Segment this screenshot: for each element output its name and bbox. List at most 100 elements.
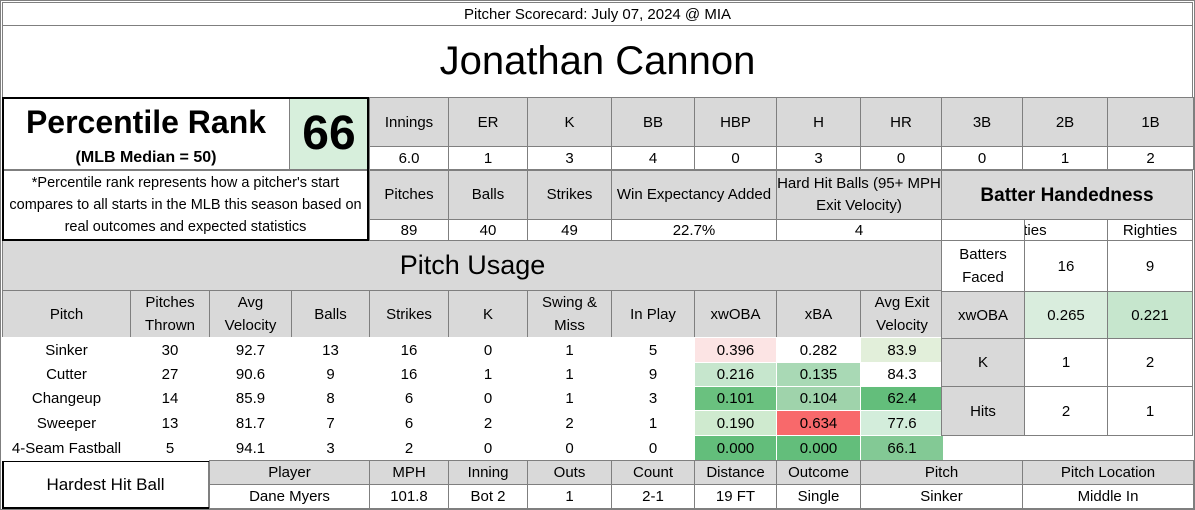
usage-cell: 0.000 [776,435,861,461]
usage-header: Strikes [369,290,449,338]
hardest-hit-value: Dane Myers [209,484,370,509]
hardest-hit-header: Pitch Location [1022,460,1194,485]
usage-cell: 77.6 [860,410,944,436]
handedness-lefties: 1 [1024,338,1108,387]
handedness-righties: 0.221 [1107,291,1193,339]
scorecard-header: Pitcher Scorecard: July 07, 2024 @ MIA [2,2,1193,26]
usage-cell: Cutter [2,362,131,387]
percentile-title: Percentile Rank [2,97,290,147]
hardest-hit-value: 101.8 [369,484,449,509]
usage-header: Avg Velocity [209,290,292,338]
usage-cell: 0.396 [694,337,777,363]
pitcher-name: Jonathan Cannon [2,25,1193,98]
line-stat-value: 0 [694,146,777,170]
usage-header: Swing & Miss [527,290,612,338]
usage-cell: 4-Seam Fastball [2,435,131,461]
handedness-righties: 1 [1107,386,1193,436]
pitch-summary-header: Strikes [527,170,612,220]
line-stat-header: Innings [369,97,449,147]
pitch-summary-header: Balls [448,170,528,220]
usage-header: Pitches Thrown [130,290,210,338]
usage-cell: 1 [611,410,695,436]
hardest-hit-header: Outs [527,460,612,485]
line-stat-value: 4 [611,146,695,170]
usage-cell: 16 [369,337,449,363]
line-stat-value: 2 [1107,146,1194,170]
usage-cell: 0 [448,435,528,461]
usage-cell: 3 [291,435,370,461]
line-stat-header: 2B [1022,97,1108,147]
usage-cell: 66.1 [860,435,944,461]
usage-cell: 85.9 [209,386,292,411]
handedness-lefties: 2 [1024,386,1108,436]
line-stat-value: 3 [527,146,612,170]
usage-header: xwOBA [694,290,777,338]
handedness-title: Batter Handedness [941,170,1193,220]
usage-cell: 0.216 [694,362,777,387]
usage-cell: 81.7 [209,410,292,436]
hardest-hit-value: Middle In [1022,484,1194,509]
usage-header: K [448,290,528,338]
usage-header: In Play [611,290,695,338]
percentile-value: 66 [289,97,369,170]
usage-cell: 0 [611,435,695,461]
usage-cell: 0 [527,435,612,461]
usage-cell: 0.000 [694,435,777,461]
hardest-hit-header: Outcome [776,460,861,485]
hardest-hit-header: Distance [694,460,777,485]
usage-cell: 27 [130,362,210,387]
usage-cell: 1 [448,362,528,387]
handedness-row-label: K [941,338,1025,387]
usage-cell: Sinker [2,337,131,363]
pitch-summary-value: 40 [448,219,528,241]
percentile-note: *Percentile rank represents how a pitche… [2,170,369,240]
usage-cell: 6 [369,410,449,436]
line-stat-header: 1B [1107,97,1194,147]
usage-cell: 84.3 [860,362,944,387]
usage-cell: 2 [369,435,449,461]
line-stat-value: 0 [941,146,1023,170]
handedness-row-label: Hits [941,386,1025,436]
line-stat-value: 1 [1022,146,1108,170]
pitch-summary-header: Pitches [369,170,449,220]
pitch-summary-header: Win Expectancy Added [611,170,777,220]
pitch-summary-value: 89 [369,219,449,241]
usage-cell: 0.634 [776,410,861,436]
hardest-hit-value: 1 [527,484,612,509]
percentile-subtitle: (MLB Median = 50) [2,145,290,170]
usage-cell: 1 [527,386,612,411]
line-stat-header: ER [448,97,528,147]
usage-cell: 0.190 [694,410,777,436]
usage-cell: 0.101 [694,386,777,411]
usage-cell: 14 [130,386,210,411]
handedness-lefties: 16 [1024,240,1108,292]
usage-cell: 3 [611,386,695,411]
usage-cell: 16 [369,362,449,387]
handedness-corner [941,219,1025,241]
pitch-usage-title: Pitch Usage [2,240,943,291]
pitch-summary-value: 22.7% [611,219,777,241]
usage-cell: 8 [291,386,370,411]
hardest-hit-value: Single [776,484,861,509]
line-stat-header: K [527,97,612,147]
usage-cell: 13 [130,410,210,436]
line-stat-header: HBP [694,97,777,147]
usage-cell: 5 [611,337,695,363]
handedness-lefties: 0.265 [1024,291,1108,339]
usage-cell: 0.282 [776,337,861,363]
usage-cell: 90.6 [209,362,292,387]
line-stat-value: 0 [860,146,942,170]
usage-cell: 9 [611,362,695,387]
usage-cell: 0 [448,337,528,363]
pitch-summary-header: Hard Hit Balls (95+ MPH Exit Velocity) [776,170,942,220]
usage-cell: 5 [130,435,210,461]
usage-cell: 0.104 [776,386,861,411]
line-stat-header: BB [611,97,695,147]
usage-cell: 0.135 [776,362,861,387]
usage-header: Avg Exit Velocity [860,290,944,338]
hardest-hit-header: Player [209,460,370,485]
hardest-hit-header: MPH [369,460,449,485]
line-stat-header: 3B [941,97,1023,147]
handedness-row-label: xwOBA [941,291,1025,339]
line-stat-header: H [776,97,861,147]
